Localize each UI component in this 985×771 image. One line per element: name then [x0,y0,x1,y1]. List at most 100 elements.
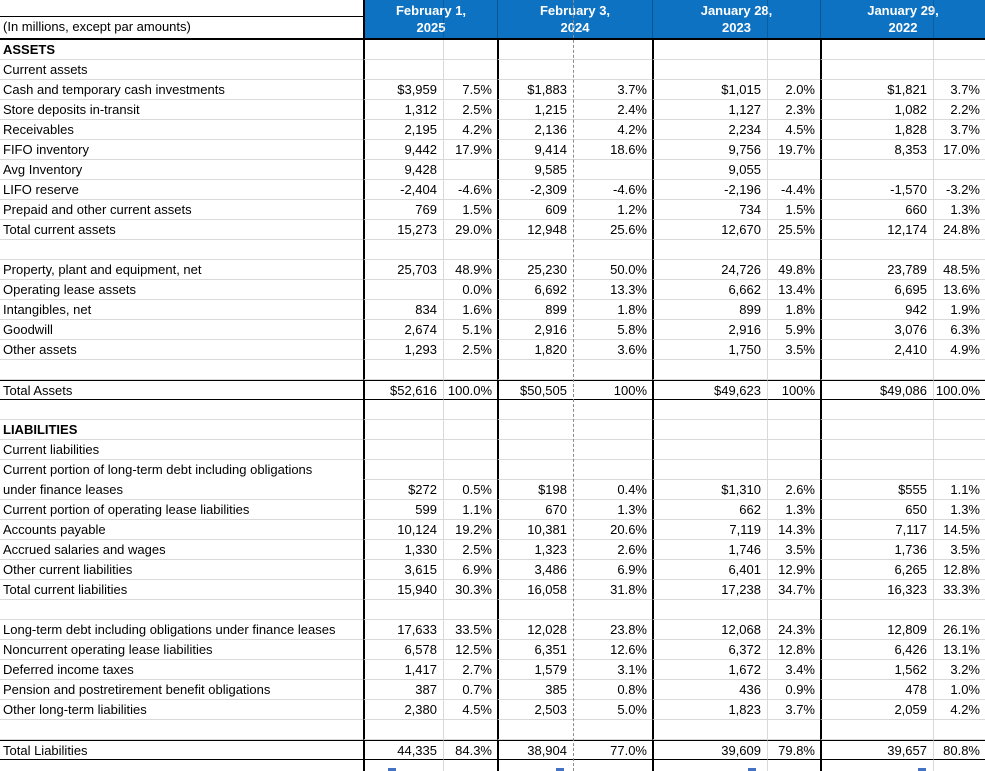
cell-value[interactable] [363,460,443,480]
cell-value[interactable] [820,440,933,460]
cell-percent[interactable]: 100% [573,380,652,400]
cell-percent[interactable]: 25.5% [767,220,820,240]
cell-percent[interactable]: 79.8% [767,740,820,760]
cell-value[interactable]: 769 [363,200,443,220]
cell-percent[interactable] [767,240,820,260]
cell-value[interactable] [363,440,443,460]
cell-percent[interactable] [443,40,497,60]
cell-percent[interactable] [443,400,497,420]
cell-percent[interactable]: 12.5% [443,640,497,660]
cell-label[interactable]: Total Liabilities [0,740,363,760]
cell-percent[interactable] [443,160,497,180]
cell-value[interactable]: 16,323 [820,580,933,600]
cell-percent[interactable]: 80.8% [933,740,985,760]
cell-percent[interactable]: 100% [767,380,820,400]
cell-value[interactable]: 17,633 [363,620,443,640]
cell-value[interactable]: 12,068 [652,620,767,640]
cell-value[interactable]: 10,124 [363,520,443,540]
cell-percent[interactable] [443,420,497,440]
cell-percent[interactable] [933,720,985,740]
cell-percent[interactable] [443,60,497,80]
column-header-jan-28-2023[interactable]: January 28, 2023 [652,0,820,38]
cell-value[interactable] [820,60,933,80]
cell-percent[interactable]: 17.9% [443,140,497,160]
cell-percent[interactable] [933,400,985,420]
cell-value[interactable] [820,600,933,620]
cell-value[interactable]: 12,670 [652,220,767,240]
cell-label[interactable]: Prepaid and other current assets [0,200,363,220]
cell-label[interactable]: Current portion of operating lease liabi… [0,500,363,520]
cell-percent[interactable]: 50.0% [573,260,652,280]
cell-value[interactable]: 670 [497,500,573,520]
cell-label[interactable]: Intangibles, net [0,300,363,320]
cell-value[interactable]: 3,615 [363,560,443,580]
cell-value[interactable]: 23,789 [820,260,933,280]
cell-percent[interactable]: 3.2% [933,660,985,680]
cell-label[interactable]: Other current liabilities [0,560,363,580]
cell-percent[interactable] [767,60,820,80]
cell-percent[interactable]: 6.3% [933,320,985,340]
cell-percent[interactable] [933,60,985,80]
cell-value[interactable]: 1,293 [363,340,443,360]
cell-value[interactable] [652,240,767,260]
cell-percent[interactable]: 5.8% [573,320,652,340]
cell-value[interactable]: 1,312 [363,100,443,120]
cell-value[interactable] [363,240,443,260]
cell-percent[interactable]: 4.2% [933,700,985,720]
cell-value[interactable]: 650 [820,500,933,520]
cell-percent[interactable]: 3.5% [767,540,820,560]
cell-label[interactable]: Current liabilities [0,440,363,460]
cell-value[interactable]: 38,904 [497,740,573,760]
cell-value[interactable]: 7,117 [820,520,933,540]
cell-percent[interactable]: 25.6% [573,220,652,240]
cell-value[interactable]: 1,562 [820,660,933,680]
cell-value[interactable]: -2,404 [363,180,443,200]
cell-label[interactable]: Long-term debt including obligations und… [0,620,363,640]
cell-value[interactable]: 6,662 [652,280,767,300]
cell-label[interactable] [0,400,363,420]
column-header-jan-29-2022[interactable]: January 29, 2022 [820,0,985,38]
cell-percent[interactable] [573,600,652,620]
cell-value[interactable]: 2,136 [497,120,573,140]
cell-value[interactable] [497,600,573,620]
cell-percent[interactable]: 48.5% [933,260,985,280]
cell-value[interactable]: 662 [652,500,767,520]
cell-value[interactable]: $49,086 [820,380,933,400]
cell-percent[interactable]: 49.8% [767,260,820,280]
cell-value[interactable]: $198 [497,480,573,500]
cell-value[interactable]: $1,883 [497,80,573,100]
cell-value[interactable] [652,440,767,460]
cell-value[interactable]: 10,381 [497,520,573,540]
cell-value[interactable] [497,360,573,380]
cell-label[interactable] [0,720,363,740]
cell-label[interactable]: Deferred income taxes [0,660,363,680]
cell-value[interactable]: $555 [820,480,933,500]
cell-value[interactable]: 25,703 [363,260,443,280]
cell-value[interactable]: 3,486 [497,560,573,580]
cell-percent[interactable]: 3.7% [933,80,985,100]
cell-value[interactable] [497,240,573,260]
cell-value[interactable]: 2,916 [652,320,767,340]
cell-percent[interactable]: 7.5% [443,80,497,100]
cell-percent[interactable]: 4.2% [573,120,652,140]
cell-value[interactable]: 2,059 [820,700,933,720]
cell-percent[interactable]: 77.0% [573,740,652,760]
cell-label[interactable]: Other long-term liabilities [0,700,363,720]
cell-label[interactable]: Avg Inventory [0,160,363,180]
cell-percent[interactable]: 29.0% [443,220,497,240]
cell-percent[interactable]: 33.3% [933,580,985,600]
cell-percent[interactable]: 1.8% [573,300,652,320]
cell-value[interactable]: 16,058 [497,580,573,600]
cell-value[interactable]: 6,265 [820,560,933,580]
cell-percent[interactable]: 1.6% [443,300,497,320]
cell-value[interactable]: 9,442 [363,140,443,160]
cell-value[interactable] [652,720,767,740]
cell-percent[interactable]: 2.5% [443,540,497,560]
cell-percent[interactable]: 0.4% [573,480,652,500]
cell-label[interactable]: Pension and postretirement benefit oblig… [0,680,363,700]
cell-percent[interactable]: 1.8% [767,300,820,320]
cell-value[interactable] [497,720,573,740]
cell-value[interactable] [363,600,443,620]
cell-percent[interactable]: 3.5% [767,340,820,360]
cell-percent[interactable]: 4.9% [933,340,985,360]
